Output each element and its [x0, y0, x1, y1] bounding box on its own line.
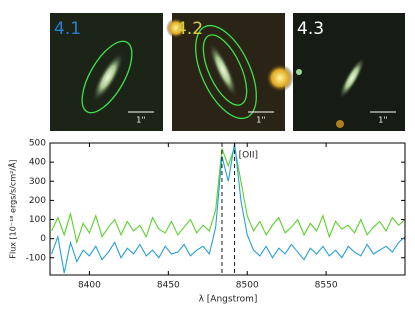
x-tick-label: 8500	[236, 281, 259, 291]
panel-label: 4.3	[297, 19, 324, 39]
panel-label: 4.1	[54, 19, 81, 39]
y-tick-label: 500	[29, 139, 46, 149]
x-tick-label: 8450	[157, 281, 180, 291]
annotation: [OII]	[239, 151, 258, 161]
scale-label: 1''	[378, 116, 388, 125]
x-tick-label: 8400	[78, 281, 101, 291]
data-line	[51, 143, 405, 274]
y-tick-label: 100	[29, 215, 46, 225]
y-tick-label: 300	[29, 177, 46, 187]
data-line	[51, 146, 405, 245]
y-tick-label: 0	[40, 234, 46, 244]
panel-label: 4.2	[176, 19, 203, 39]
y-tick-label: -100	[26, 253, 47, 263]
scale-label: 1''	[256, 116, 266, 125]
x-tick-label: 8550	[315, 281, 338, 291]
y-tick-label: 400	[29, 158, 46, 168]
image-panel: 4.1 1''	[50, 13, 163, 131]
image-panel: 4.2 1''	[166, 13, 294, 131]
y-tick-label: 200	[29, 196, 46, 206]
y-axis-label: Flux [10⁻¹⁸ ergs/s/cm²/Å]	[7, 159, 18, 258]
scale-label: 1''	[136, 116, 146, 125]
x-axis-label: λ [Angstrom]	[199, 295, 258, 305]
image-panel: 4.3 1''	[293, 13, 405, 131]
plot-frame	[49, 142, 406, 276]
